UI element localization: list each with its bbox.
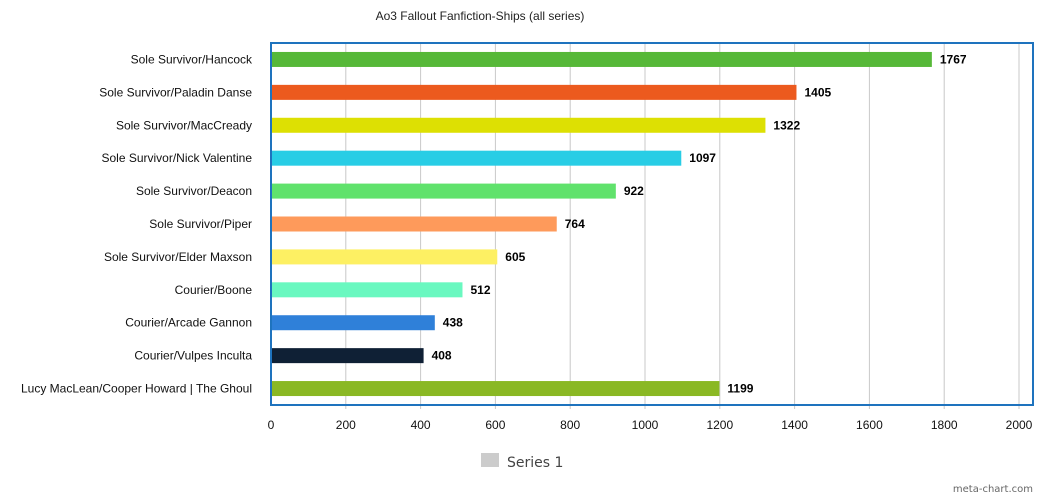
bar	[271, 216, 557, 232]
legend-swatch-series-1	[481, 453, 499, 467]
data-label: 922	[624, 184, 644, 198]
data-label: 512	[470, 283, 490, 297]
category-label: Sole Survivor/Elder Maxson	[104, 250, 252, 264]
category-label: Sole Survivor/MacCready	[116, 118, 252, 132]
category-label: Sole Survivor/Piper	[149, 217, 252, 231]
x-tick-label: 1600	[856, 418, 883, 432]
category-label: Sole Survivor/Paladin Danse	[99, 85, 252, 99]
bar	[271, 315, 435, 331]
data-label: 605	[505, 250, 525, 264]
legend: Series 1	[481, 453, 563, 471]
data-label: 1097	[689, 151, 716, 165]
data-label: 438	[443, 316, 463, 330]
bar	[271, 84, 797, 100]
bar	[271, 249, 498, 265]
category-label: Sole Survivor/Deacon	[136, 184, 252, 198]
category-label: Sole Survivor/Hancock	[131, 52, 253, 66]
bar	[271, 348, 424, 364]
data-labels: 1767 1405 1322 1097 922 764 605 512 438 408 1199	[432, 52, 967, 395]
x-tick-label: 400	[411, 418, 431, 432]
x-tick-label: 1400	[781, 418, 808, 432]
data-label: 764	[565, 217, 585, 231]
bar	[271, 183, 616, 199]
x-tick-label: 1800	[931, 418, 958, 432]
plot-area-border	[270, 42, 1034, 406]
data-label: 1199	[727, 382, 753, 396]
x-tick-label: 600	[485, 418, 505, 432]
data-label: 1405	[804, 85, 831, 99]
grid-lines	[345, 43, 1020, 409]
x-tick-label: 800	[560, 418, 580, 432]
x-tick-label: 2000	[1006, 418, 1033, 432]
category-labels: Sole Survivor/Hancock Sole Survivor/Palad…	[21, 52, 253, 395]
category-label: Lucy MacLean/Cooper Howard | The Ghoul	[21, 382, 252, 396]
bar	[271, 117, 766, 133]
legend-label-series-1: Series 1	[507, 455, 563, 471]
x-tick-label: 0	[268, 418, 275, 432]
chart-credit: meta-chart.com	[953, 484, 1033, 495]
data-label: 408	[432, 349, 452, 363]
category-label: Courier/Arcade Gannon	[125, 316, 252, 330]
x-tick-label: 1200	[706, 418, 733, 432]
x-tick-label: 200	[336, 418, 356, 432]
x-axis-tick-labels: 0 200 400 600 800 1000 1200 1400 1600 1800 2000	[268, 418, 1033, 432]
bar	[271, 282, 463, 298]
data-label: 1322	[773, 118, 800, 132]
chart-title: Ao3 Fallout Fanfiction-Ships (all series…	[376, 9, 585, 23]
bar	[271, 150, 682, 166]
category-label: Courier/Vulpes Inculta	[134, 349, 252, 363]
x-tick-label: 1000	[632, 418, 659, 432]
bar	[271, 381, 720, 397]
category-label: Courier/Boone	[175, 283, 253, 297]
bars	[271, 51, 932, 397]
category-label: Sole Survivor/Nick Valentine	[101, 151, 252, 165]
data-label: 1767	[940, 52, 967, 66]
bar	[271, 51, 932, 67]
